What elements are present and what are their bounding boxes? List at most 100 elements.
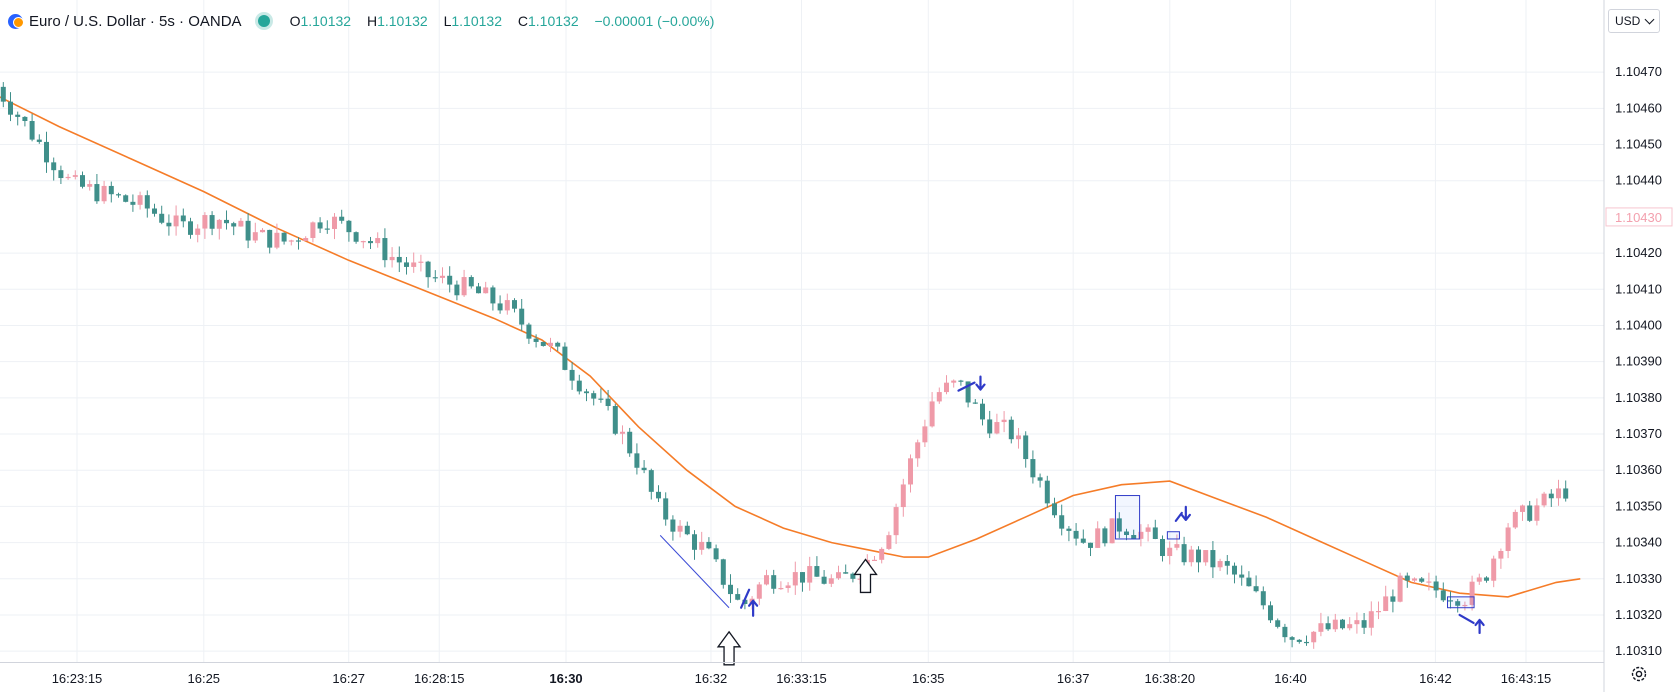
candle-body	[209, 215, 215, 229]
candle-body	[497, 303, 503, 311]
candle-body	[655, 491, 661, 499]
time-tick-label: 16:42	[1419, 671, 1452, 686]
candle	[972, 399, 978, 405]
low-value: 1.10132	[451, 13, 502, 29]
candle	[475, 282, 481, 294]
time-tick-label: 16:23:15	[52, 671, 103, 686]
candle	[1469, 575, 1475, 611]
candle-body	[886, 535, 892, 549]
brush-stroke	[740, 588, 751, 609]
candle-body	[295, 240, 301, 242]
candle-body	[699, 541, 705, 550]
price-axis[interactable]: 1.10470 1.10460 1.10450 1.10440 1.10420 1.104…	[1603, 0, 1673, 692]
gear-icon[interactable]	[1630, 665, 1648, 683]
candle-body	[814, 566, 820, 577]
candle	[663, 492, 669, 526]
candle	[1426, 572, 1432, 591]
candle-body	[1375, 611, 1381, 613]
price-tick-label: 1.10390	[1615, 354, 1662, 369]
candle	[1483, 576, 1489, 583]
candle-body	[943, 382, 949, 393]
candle-body	[123, 195, 129, 202]
candle-body	[1037, 477, 1043, 481]
candle	[281, 232, 287, 245]
candle	[583, 388, 589, 402]
candle	[943, 375, 949, 395]
candle-body	[979, 403, 985, 420]
candle-body	[447, 275, 453, 285]
candle	[1339, 618, 1345, 630]
candle-body	[79, 175, 85, 187]
up-arrow-icon	[853, 558, 878, 594]
candle-body	[691, 534, 697, 550]
candle-body	[108, 185, 114, 195]
currency-selector[interactable]: USD	[1608, 9, 1660, 33]
candle	[274, 223, 280, 250]
time-tick-label: 16:33:15	[776, 671, 827, 686]
candle-body	[1563, 488, 1569, 499]
candle	[65, 173, 71, 180]
candle-body	[598, 398, 604, 400]
drawing-annotations[interactable]	[659, 375, 1485, 666]
candle	[504, 293, 510, 315]
candle	[871, 555, 877, 562]
candle-body	[907, 458, 913, 485]
symbol-title[interactable]: Euro / U.S. Dollar · 5s · OANDA	[29, 12, 242, 30]
candle-body	[1505, 527, 1511, 551]
candle	[115, 192, 121, 198]
candle-body	[1325, 623, 1331, 630]
candle	[1159, 535, 1165, 562]
candle-body	[771, 575, 777, 589]
candle-body	[1289, 637, 1295, 640]
candle-body	[1116, 518, 1122, 532]
time-axis[interactable]: 16:23:15 16:25 16:27 16:28:15 16:30 16:32 16:3…	[0, 662, 1604, 687]
candle-body	[1390, 596, 1396, 602]
candle	[1224, 554, 1230, 575]
candle-body	[223, 219, 229, 224]
candle-body	[367, 241, 373, 244]
candle-body	[1195, 549, 1201, 563]
candle-body	[1123, 531, 1129, 536]
candle-body	[1174, 544, 1180, 548]
price-tick-label: 1.10340	[1615, 535, 1662, 550]
candle-body	[1447, 600, 1453, 602]
candle	[691, 530, 697, 560]
price-tick-label: 1.10310	[1615, 643, 1662, 658]
candle	[814, 556, 820, 577]
candle	[951, 379, 957, 388]
moving-average-series	[0, 96, 1581, 598]
candle-body	[843, 572, 849, 574]
candle	[828, 574, 834, 588]
candle	[331, 213, 337, 240]
candle	[1123, 528, 1129, 541]
candle-body	[612, 406, 618, 434]
candle-body	[389, 256, 395, 261]
price-tick-label: 1.10410	[1615, 281, 1662, 296]
candle	[94, 173, 100, 204]
candle-body	[1001, 419, 1007, 423]
price-tick-label: 1.10460	[1615, 100, 1662, 115]
candle-body	[267, 229, 273, 248]
candlestick-series	[0, 82, 1569, 649]
candle	[303, 236, 309, 241]
candle-body	[1440, 590, 1446, 601]
candle	[994, 413, 1000, 435]
candle-body	[375, 238, 381, 244]
candle	[252, 222, 258, 244]
candle	[288, 239, 294, 246]
candle	[634, 443, 640, 475]
candle-body	[1419, 578, 1425, 582]
candle-body	[346, 220, 352, 233]
candle-body	[1080, 538, 1086, 543]
candle-body	[929, 401, 935, 427]
candle	[1447, 591, 1453, 609]
candle	[843, 564, 849, 574]
candle-body	[1555, 488, 1561, 499]
candle	[627, 427, 633, 457]
candle	[605, 389, 611, 411]
candle-body	[778, 587, 784, 590]
candle	[382, 228, 388, 268]
candle	[1145, 524, 1151, 542]
candle	[1008, 416, 1014, 444]
